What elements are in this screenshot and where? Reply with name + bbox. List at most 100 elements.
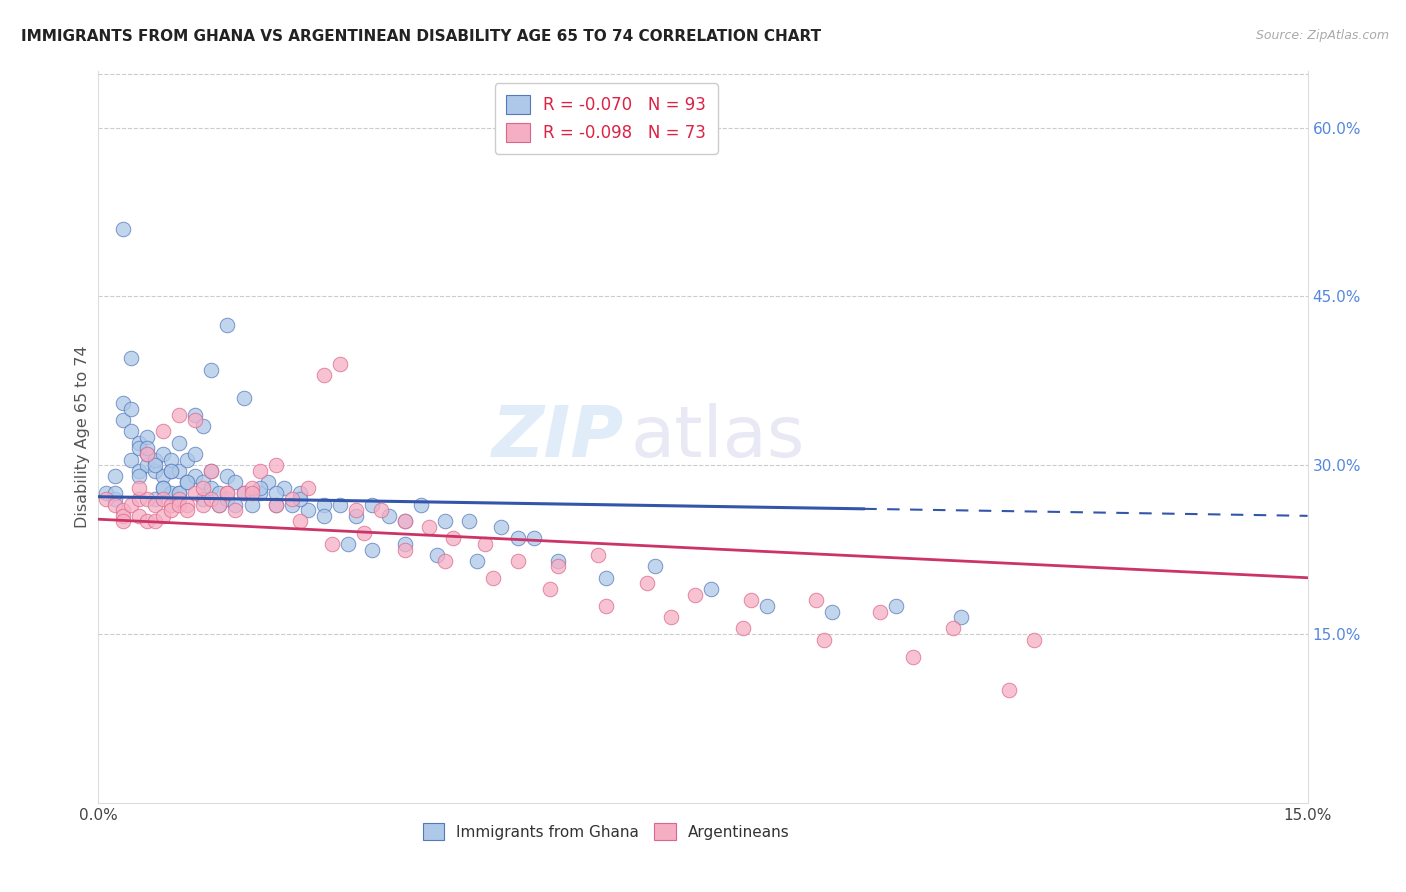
Point — [120, 452, 142, 467]
Y-axis label: Disability Age 65 to 74: Disability Age 65 to 74 — [75, 346, 90, 528]
Point — [273, 481, 295, 495]
Point — [586, 548, 609, 562]
Point — [288, 491, 311, 506]
Point — [152, 425, 174, 439]
Point — [337, 537, 360, 551]
Point — [128, 469, 150, 483]
Point — [176, 503, 198, 517]
Point — [128, 491, 150, 506]
Point — [160, 498, 183, 512]
Point — [200, 464, 222, 478]
Point — [143, 498, 166, 512]
Legend: Immigrants from Ghana, Argentineans: Immigrants from Ghana, Argentineans — [416, 816, 796, 847]
Point — [167, 491, 190, 506]
Point — [344, 503, 367, 517]
Point — [426, 548, 449, 562]
Point — [160, 464, 183, 478]
Point — [700, 582, 723, 596]
Point — [321, 537, 343, 551]
Point — [394, 542, 416, 557]
Point — [160, 503, 183, 517]
Point — [361, 498, 384, 512]
Point — [176, 498, 198, 512]
Point — [152, 508, 174, 523]
Point — [361, 542, 384, 557]
Text: ZIP: ZIP — [492, 402, 624, 472]
Point — [434, 554, 457, 568]
Point — [135, 515, 157, 529]
Point — [111, 222, 134, 236]
Point — [409, 498, 432, 512]
Point — [394, 537, 416, 551]
Point — [160, 452, 183, 467]
Point — [143, 491, 166, 506]
Point — [394, 515, 416, 529]
Point — [547, 554, 569, 568]
Point — [217, 318, 239, 332]
Point — [813, 632, 835, 647]
Point — [184, 447, 207, 461]
Text: atlas: atlas — [630, 402, 804, 472]
Point — [120, 401, 142, 416]
Point — [135, 447, 157, 461]
Point — [394, 515, 416, 529]
Point — [176, 452, 198, 467]
Point — [482, 571, 505, 585]
Point — [264, 458, 287, 473]
Point — [297, 503, 319, 517]
Point — [200, 362, 222, 376]
Point — [756, 599, 779, 613]
Point — [143, 458, 166, 473]
Point — [240, 486, 263, 500]
Point — [135, 447, 157, 461]
Point — [135, 458, 157, 473]
Point — [128, 481, 150, 495]
Point — [193, 481, 215, 495]
Point — [96, 486, 118, 500]
Point — [103, 498, 125, 512]
Point — [160, 486, 183, 500]
Point — [224, 503, 246, 517]
Point — [193, 475, 215, 489]
Point — [152, 469, 174, 483]
Point — [160, 464, 183, 478]
Point — [167, 498, 190, 512]
Point — [232, 486, 254, 500]
Point — [217, 486, 239, 500]
Point — [200, 464, 222, 478]
Point — [152, 481, 174, 495]
Point — [152, 481, 174, 495]
Point — [232, 486, 254, 500]
Point — [434, 515, 457, 529]
Point — [152, 447, 174, 461]
Point — [128, 464, 150, 478]
Point — [441, 532, 464, 546]
Point — [217, 491, 239, 506]
Point — [111, 396, 134, 410]
Point — [595, 571, 617, 585]
Point — [143, 515, 166, 529]
Point — [740, 593, 762, 607]
Point — [135, 430, 157, 444]
Point — [465, 554, 488, 568]
Point — [949, 610, 972, 624]
Point — [184, 486, 207, 500]
Point — [184, 413, 207, 427]
Point — [200, 491, 222, 506]
Point — [200, 481, 222, 495]
Point — [224, 475, 246, 489]
Point — [128, 508, 150, 523]
Point — [111, 508, 134, 523]
Point — [595, 599, 617, 613]
Point — [474, 537, 496, 551]
Point — [249, 481, 271, 495]
Point — [886, 599, 908, 613]
Point — [869, 605, 891, 619]
Point — [208, 486, 231, 500]
Point — [901, 649, 924, 664]
Point — [249, 464, 271, 478]
Point — [370, 503, 392, 517]
Point — [184, 408, 207, 422]
Point — [942, 621, 965, 635]
Point — [240, 498, 263, 512]
